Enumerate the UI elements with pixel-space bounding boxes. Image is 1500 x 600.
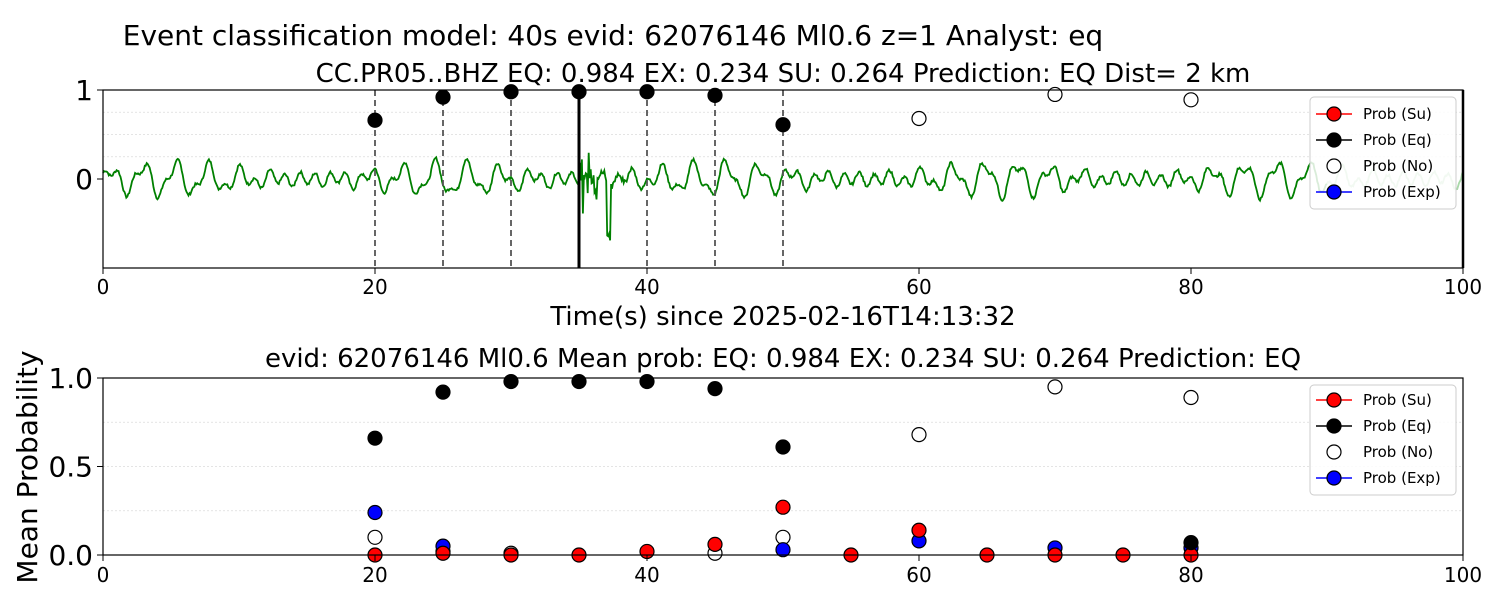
chart2-x-tick-label: 20 — [362, 563, 387, 587]
chart2-y-tick-label: 0.5 — [48, 451, 93, 484]
mean-prob-point — [367, 504, 383, 521]
chart1-legend-label: Prob (Su) — [1363, 105, 1432, 123]
chart2-x-tick-label: 40 — [634, 563, 659, 587]
chart1-legend-marker — [1326, 106, 1342, 122]
chart2-legend-box — [1309, 384, 1457, 496]
mean-prob-point — [775, 439, 791, 455]
chart2-legend-label: Prob (Su) — [1363, 391, 1432, 409]
mean-prob-point — [367, 529, 383, 545]
mean-prob-point — [1183, 535, 1199, 551]
chart1-x-tick-label: 20 — [362, 275, 387, 299]
mean-prob-point — [1047, 379, 1063, 395]
prob-point — [435, 89, 451, 105]
chart1-x-tick-label: 40 — [634, 275, 659, 299]
mean-prob-point — [639, 373, 655, 390]
mean-prob-point — [911, 427, 927, 443]
chart2-x-tick-label: 80 — [1178, 563, 1203, 587]
mean-prob-point — [435, 545, 451, 561]
chart1-y-tick-label: 1 — [75, 74, 93, 107]
prob-point — [639, 84, 655, 100]
chart1-legend-label: Prob (No) — [1363, 157, 1433, 175]
chart1-title: CC.PR05..BHZ EQ: 0.984 EX: 0.234 SU: 0.2… — [316, 59, 1251, 89]
chart2-x-tick-label: 60 — [906, 563, 931, 587]
chart1-legend-label: Prob (Eq) — [1363, 131, 1432, 149]
prob-point — [1183, 92, 1199, 108]
mean-prob-point — [435, 384, 451, 400]
mean-prob-point — [367, 430, 383, 446]
prob-point — [571, 84, 587, 100]
chart1-legend-box — [1309, 96, 1457, 210]
waveform-chart: CC.PR05..BHZ EQ: 0.984 EX: 0.234 SU: 0.2… — [75, 59, 1482, 332]
mean-prob-point — [503, 373, 519, 390]
mean-prob-point — [775, 499, 791, 515]
chart2-legend-label: Prob (Eq) — [1363, 417, 1432, 435]
chart1-x-tick-label: 0 — [97, 275, 110, 299]
chart2-title: evid: 62076146 Ml0.6 Mean prob: EQ: 0.98… — [265, 344, 1301, 374]
prob-point — [911, 110, 927, 127]
mean-prob-point — [707, 381, 723, 397]
mean-prob-point — [911, 522, 927, 538]
chart1-x-tick-label: 100 — [1444, 275, 1482, 299]
chart1-x-tick-label: 60 — [906, 275, 931, 299]
mean-prob-point — [775, 542, 791, 558]
chart1-legend: Prob (Su) Prob (Eq) Prob (No) Prob (Exp) — [1309, 96, 1457, 210]
chart2-legend-label: Prob (No) — [1363, 443, 1433, 461]
chart2-legend-label: Prob (Exp) — [1363, 469, 1441, 487]
chart2-legend: Prob (Su) Prob (Eq) Prob (No) Prob (Exp) — [1309, 384, 1457, 496]
chart1-y-tick-label: 0 — [75, 163, 93, 196]
prob-point — [775, 117, 791, 133]
chart2-y-tick-label: 1.0 — [48, 362, 93, 395]
prob-point — [707, 87, 723, 103]
chart1-legend-marker — [1326, 132, 1342, 148]
chart1-x-axis-label: Time(s) since 2025-02-16T14:13:32 — [549, 302, 1015, 332]
prob-point — [503, 84, 519, 100]
chart2-legend-marker — [1326, 392, 1342, 408]
mean-probability-chart: evid: 62076146 Ml0.6 Mean prob: EQ: 0.98… — [11, 344, 1482, 587]
chart1-x-tick-label: 80 — [1178, 275, 1203, 299]
chart2-y-axis-label: Mean Probability — [11, 350, 44, 583]
mean-prob-point — [1183, 389, 1199, 406]
chart2-y-tick-label: 0.0 — [48, 539, 93, 572]
chart1-legend-marker — [1326, 158, 1342, 174]
prob-point — [367, 112, 383, 128]
chart2-legend-marker — [1326, 444, 1342, 460]
figure-title: Event classification model: 40s evid: 62… — [123, 19, 1103, 52]
chart1-legend-label: Prob (Exp) — [1363, 183, 1441, 201]
chart2-legend-marker — [1326, 418, 1342, 434]
chart2-x-tick-label: 0 — [97, 563, 110, 587]
prob-point — [1047, 86, 1063, 103]
mean-prob-point — [571, 373, 587, 390]
chart1-legend-marker — [1326, 184, 1342, 200]
chart2-legend-marker — [1326, 470, 1342, 486]
mean-prob-point — [707, 536, 723, 552]
chart2-x-tick-label: 100 — [1444, 563, 1482, 587]
